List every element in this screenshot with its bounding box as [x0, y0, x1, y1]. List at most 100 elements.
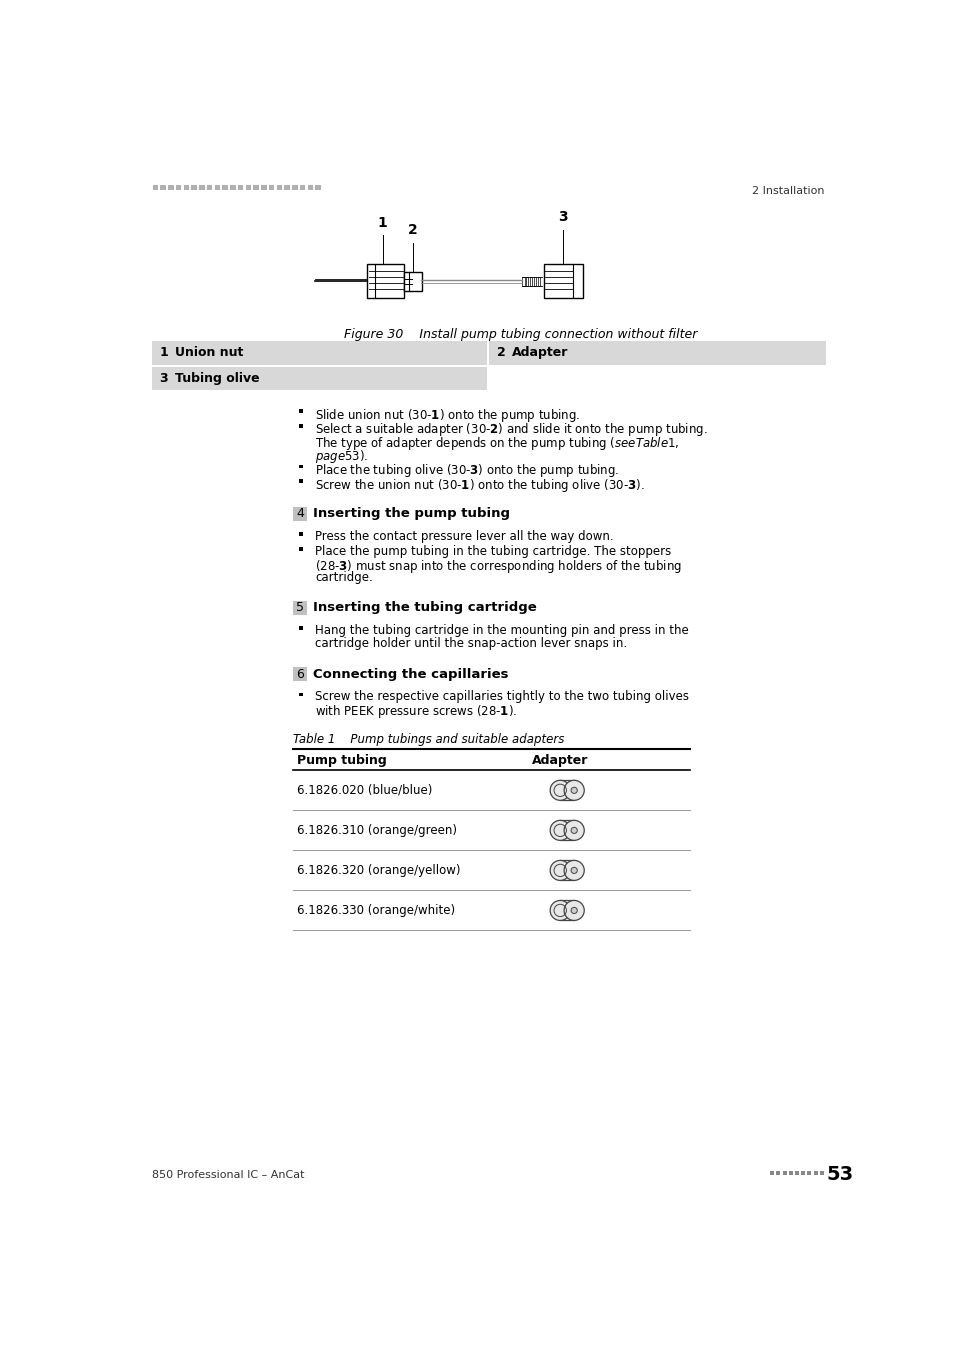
Bar	[776, 1172, 780, 1176]
Text: Union nut: Union nut	[174, 347, 243, 359]
Bar	[794, 1172, 798, 1176]
Text: 5: 5	[295, 601, 303, 614]
Bar	[298, 532, 303, 536]
Bar	[298, 547, 303, 551]
Bar	[788, 1172, 792, 1176]
Text: 1: 1	[159, 347, 168, 359]
Text: Slide union nut ($\it{30}$-$\mathbf{1}$) onto the pump tubing.: Slide union nut ($\it{30}$-$\mathbf{1}$)…	[315, 406, 580, 424]
Text: Inserting the tubing cartridge: Inserting the tubing cartridge	[313, 601, 537, 614]
Text: 6.1826.310 (orange/green): 6.1826.310 (orange/green)	[297, 824, 457, 837]
Text: Press the contact pressure lever all the way down.: Press the contact pressure lever all the…	[315, 531, 614, 543]
Bar	[530, 277, 532, 286]
Text: 6.1826.330 (orange/white): 6.1826.330 (orange/white)	[297, 904, 456, 917]
Circle shape	[571, 787, 577, 794]
Bar	[214, 185, 220, 190]
Text: 4: 4	[295, 508, 303, 520]
Bar	[284, 185, 290, 190]
Bar	[298, 626, 303, 630]
Text: Adapter: Adapter	[532, 753, 588, 767]
Text: 53: 53	[825, 1165, 852, 1184]
Circle shape	[571, 867, 577, 873]
Bar	[222, 185, 228, 190]
Bar	[183, 185, 189, 190]
Bar	[298, 693, 303, 697]
Text: cartridge.: cartridge.	[315, 571, 373, 583]
Text: Connecting the capillaries: Connecting the capillaries	[313, 667, 508, 680]
Text: 3: 3	[159, 371, 168, 385]
Text: Select a suitable adapter ($\it{30}$-$\mathbf{2}$) and slide it onto the pump tu: Select a suitable adapter ($\it{30}$-$\m…	[315, 421, 707, 439]
Bar	[801, 1172, 804, 1176]
Text: 2: 2	[497, 347, 505, 359]
Text: Adapter: Adapter	[512, 347, 568, 359]
Text: 2: 2	[408, 224, 417, 238]
Bar	[559, 821, 574, 840]
Text: 6.1826.320 (orange/yellow): 6.1826.320 (orange/yellow)	[297, 864, 460, 878]
Text: with PEEK pressure screws ($\it{28}$-$\mathbf{1}$).: with PEEK pressure screws ($\it{28}$-$\m…	[315, 703, 517, 721]
Text: $\it{page 53}$).: $\it{page 53}$).	[315, 448, 369, 464]
Text: 3: 3	[558, 211, 568, 224]
Bar	[781, 1172, 785, 1176]
Bar	[404, 273, 421, 290]
Circle shape	[550, 821, 570, 840]
Text: 6: 6	[295, 667, 303, 680]
Bar	[559, 780, 574, 801]
Circle shape	[563, 780, 583, 801]
Bar	[537, 277, 539, 286]
Text: Hang the tubing cartridge in the mounting pin and press in the: Hang the tubing cartridge in the mountin…	[315, 624, 688, 637]
Bar	[298, 409, 303, 413]
Text: Figure 30    Install pump tubing connection without filter: Figure 30 Install pump tubing connection…	[344, 328, 697, 340]
Bar	[769, 1172, 773, 1176]
Bar	[199, 185, 204, 190]
Bar	[299, 185, 305, 190]
Bar	[292, 185, 297, 190]
Bar	[559, 860, 574, 880]
Text: Pump tubing: Pump tubing	[297, 753, 387, 767]
Bar	[559, 900, 574, 921]
Bar	[293, 667, 307, 680]
Text: 2 Installation: 2 Installation	[751, 186, 823, 196]
Bar	[269, 185, 274, 190]
Bar	[175, 185, 181, 190]
Circle shape	[563, 860, 583, 880]
Bar	[293, 601, 307, 614]
Text: Tubing olive: Tubing olive	[174, 371, 259, 385]
Bar	[367, 265, 404, 298]
Bar	[806, 1172, 810, 1176]
Bar	[230, 185, 235, 190]
Bar	[168, 185, 173, 190]
Bar	[298, 464, 303, 468]
Bar	[543, 265, 582, 298]
Bar	[160, 185, 166, 190]
Bar	[298, 424, 303, 428]
Bar	[245, 185, 251, 190]
Circle shape	[550, 780, 570, 801]
Circle shape	[563, 900, 583, 921]
Bar	[315, 185, 320, 190]
Bar	[534, 277, 536, 286]
Bar	[525, 277, 528, 286]
Text: ($\it{28}$-$\mathbf{3}$) must snap into the corresponding holders of the tubing: ($\it{28}$-$\mathbf{3}$) must snap into …	[315, 558, 681, 575]
Text: 6.1826.020 (blue/blue): 6.1826.020 (blue/blue)	[297, 784, 433, 796]
Bar	[298, 479, 303, 483]
Bar	[261, 185, 266, 190]
Bar	[521, 277, 524, 286]
Circle shape	[571, 907, 577, 914]
Text: 850 Professional IC – AnCat: 850 Professional IC – AnCat	[152, 1169, 304, 1180]
Bar	[813, 1172, 817, 1176]
Bar	[307, 185, 313, 190]
Bar	[488, 342, 825, 365]
Bar	[237, 185, 243, 190]
Text: Place the tubing olive ($\it{30}$-$\mathbf{3}$) onto the pump tubing.: Place the tubing olive ($\it{30}$-$\math…	[315, 462, 618, 479]
Circle shape	[563, 821, 583, 840]
Bar	[293, 508, 307, 521]
Text: Inserting the pump tubing: Inserting the pump tubing	[313, 508, 510, 520]
Bar	[192, 185, 196, 190]
Bar	[152, 185, 158, 190]
Text: 1: 1	[377, 216, 387, 230]
Text: cartridge holder until the snap-action lever snaps in.: cartridge holder until the snap-action l…	[315, 637, 627, 651]
Text: Place the pump tubing in the tubing cartridge. The stoppers: Place the pump tubing in the tubing cart…	[315, 544, 671, 558]
Circle shape	[550, 860, 570, 880]
Text: Table 1    Pump tubings and suitable adapters: Table 1 Pump tubings and suitable adapte…	[293, 733, 563, 747]
Bar	[276, 185, 282, 190]
Bar	[819, 1172, 822, 1176]
